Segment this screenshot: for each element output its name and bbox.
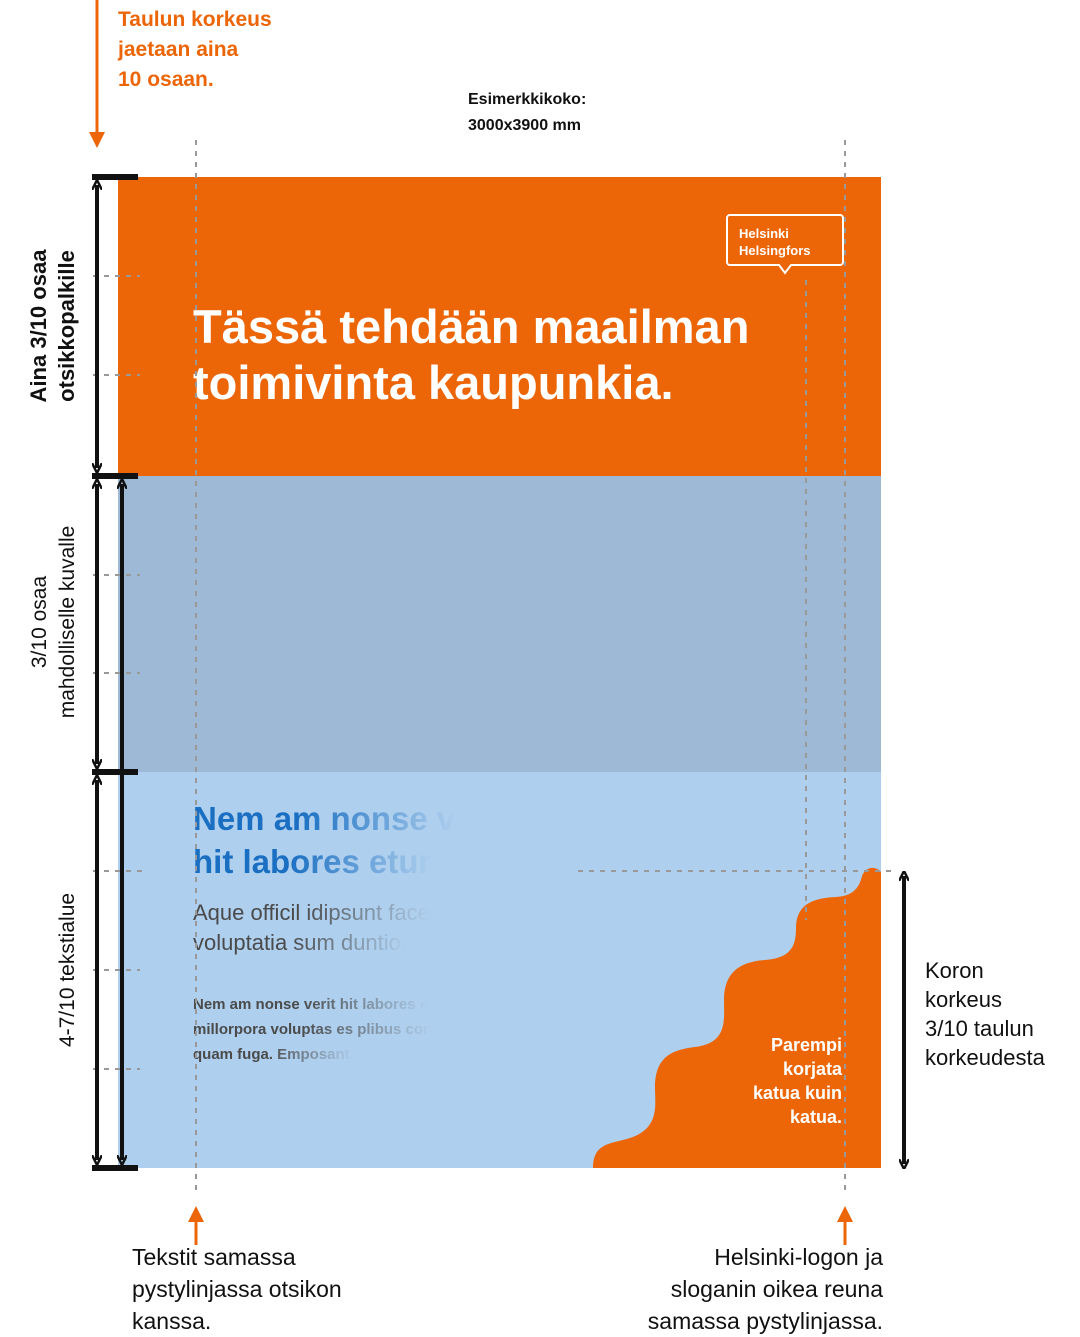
- slogan: katua kuin: [753, 1083, 842, 1103]
- slogan: Parempi: [771, 1035, 842, 1055]
- bottom-note: samassa pystylinjassa.: [648, 1308, 883, 1334]
- body-text: quam fuga. Emposant.: [193, 1046, 354, 1063]
- headline: toimivinta kaupunkia.: [193, 356, 674, 409]
- image-band: [118, 476, 881, 772]
- slogan: korjata: [783, 1059, 843, 1079]
- size-note: 3000x3900 mm: [468, 117, 581, 134]
- side-label: 4-7/10 tekstialue: [56, 893, 79, 1047]
- lead: voluptatia sum duntio.: [193, 930, 407, 955]
- bottom-note: kanssa.: [132, 1308, 211, 1334]
- page: Helsinki Helsingfors Tässä tehdään maail…: [0, 0, 1080, 1337]
- lead: Aque officil idipsunt face: [193, 900, 430, 925]
- bottom-note: sloganin oikea reuna: [671, 1276, 883, 1302]
- side-label: otsikkopalkille: [54, 250, 79, 402]
- top-note: jaetaan aina: [117, 38, 239, 61]
- body-text: Nem am nonse verit hit labores e: [193, 996, 428, 1013]
- body-text: millorpora voluptas es plibus con: [193, 1021, 432, 1038]
- subheading: hit labores etur: [193, 843, 432, 880]
- size-note: Esimerkkikoko:: [468, 91, 586, 108]
- headline: Tässä tehdään maailman: [193, 300, 749, 353]
- bottom-note: Helsinki-logon ja: [714, 1244, 883, 1270]
- bottom-note: pystylinjassa otsikon: [132, 1276, 342, 1302]
- subheading: Nem am nonse v: [193, 800, 456, 837]
- slogan: katua.: [790, 1107, 842, 1127]
- logo-text: Helsingfors: [739, 243, 811, 258]
- side-label: mahdolliselle kuvalle: [56, 526, 79, 719]
- side-label: Aina 3/10 osaa: [26, 249, 51, 403]
- bottom-note: Tekstit samassa: [132, 1244, 296, 1270]
- right-note: korkeudesta: [925, 1045, 1046, 1070]
- right-note: korkeus: [925, 987, 1002, 1012]
- logo-text: Helsinki: [739, 226, 789, 241]
- top-note: 10 osaan.: [118, 68, 214, 91]
- right-note: 3/10 taulun: [925, 1016, 1034, 1041]
- top-note: Taulun korkeus: [118, 8, 272, 31]
- side-label: 3/10 osaa: [28, 576, 51, 669]
- right-note: Koron: [925, 958, 984, 983]
